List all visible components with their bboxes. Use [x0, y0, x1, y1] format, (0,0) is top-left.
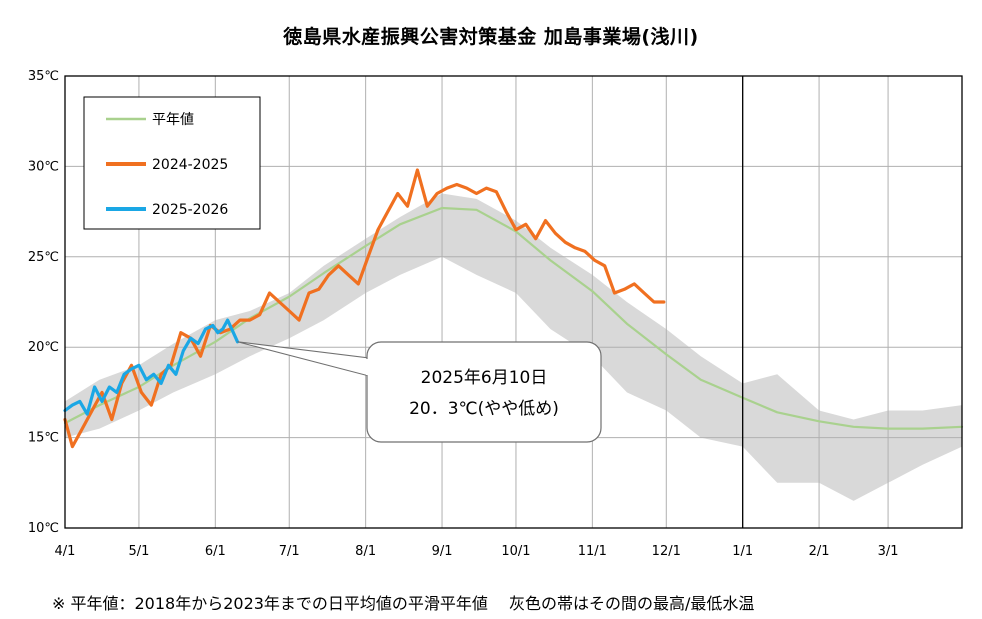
band-area [65, 193, 962, 501]
legend-label-3: 2025-2026 [152, 202, 228, 218]
callout-date: 2025年6月10日 [421, 368, 548, 388]
x-tick-label: 1/1 [732, 544, 753, 559]
plot-frame [64, 75, 963, 529]
y-tick-label: 20℃ [28, 340, 59, 355]
series-line-1 [63, 206, 964, 430]
x-tick-label: 11/1 [578, 544, 607, 559]
x-tick-label: 8/1 [355, 544, 376, 559]
legend: 平年値 2024-2025 2025-2026 [83, 96, 261, 230]
x-tick-label: 12/1 [652, 544, 681, 559]
footnote: ※ 平年値：2018年から2023年までの日平均値の平滑平年値 灰色の帯はその間… [52, 594, 755, 613]
x-tick-label: 10/1 [501, 544, 530, 559]
callout: 2025年6月10日 20．3℃(やや低め) [237, 341, 602, 443]
chart-plot: 10℃ 15℃ 20℃ 25℃ 30℃ 35℃ 4/1 5/1 6/1 7/1 8/1 9/1 10/1… [28, 69, 964, 559]
x-tick-label: 6/1 [205, 544, 226, 559]
tick-labels: 10℃ 15℃ 20℃ 25℃ 30℃ 35℃ 4/1 5/1 6/1 7/1 8/1 9/1 10/1… [28, 69, 899, 559]
normal-range-band [65, 193, 962, 501]
x-tick-label: 2/1 [809, 544, 830, 559]
legend-label-1: 平年値 [152, 112, 194, 128]
chart-title: 徳島県水産振興公害対策基金 加島事業場(浅川) [283, 26, 699, 48]
x-tick-label: 5/1 [128, 544, 149, 559]
x-tick-label: 9/1 [432, 544, 453, 559]
y-tick-label: 10℃ [28, 521, 59, 536]
series-lines [63, 168, 964, 449]
callout-joint [366, 359, 372, 375]
x-tick-label: 4/1 [55, 544, 76, 559]
x-tick-label: 3/1 [878, 544, 899, 559]
axes [64, 75, 963, 529]
y-tick-label: 15℃ [28, 431, 59, 446]
series-line-2 [63, 168, 666, 449]
callout-value: 20．3℃(やや低め) [409, 399, 559, 419]
y-tick-label: 30℃ [28, 159, 59, 174]
y-tick-label: 35℃ [28, 69, 59, 84]
x-tick-label: 7/1 [279, 544, 300, 559]
y-tick-label: 25℃ [28, 250, 59, 265]
callout-box [366, 341, 602, 443]
series-line-3 [63, 318, 240, 416]
legend-label-2: 2024-2025 [152, 157, 228, 173]
